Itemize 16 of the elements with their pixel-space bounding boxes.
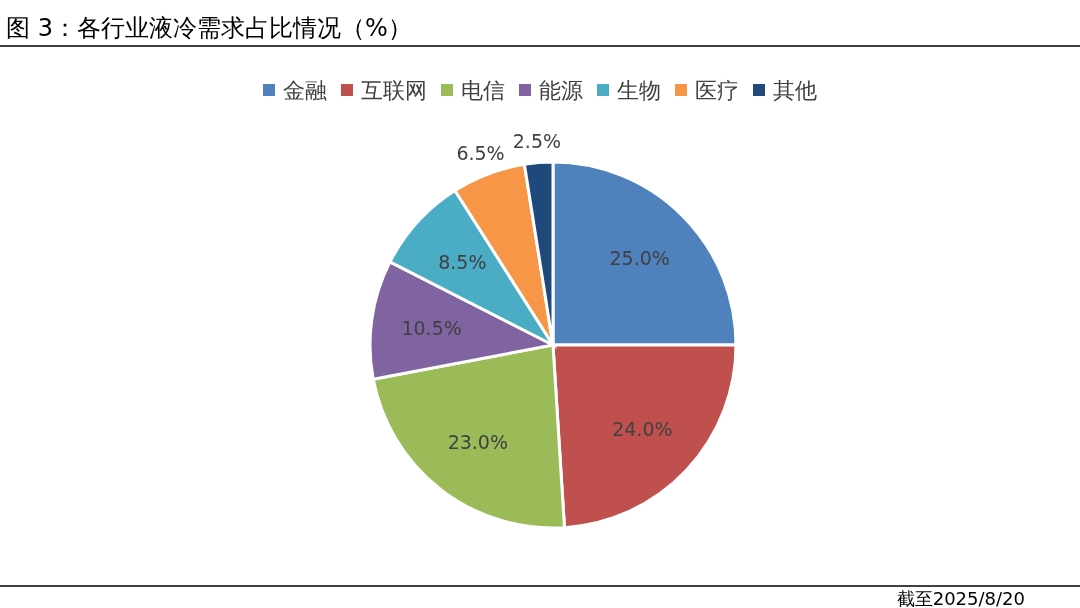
legend-label: 生物 <box>617 78 661 103</box>
data-label: 8.5% <box>438 251 487 274</box>
text: 截至2025/8/20 <box>896 588 1025 608</box>
legend-label: 金融 <box>283 78 327 103</box>
data-label: 24.0% <box>612 417 673 440</box>
data-label: 10.5% <box>401 316 462 339</box>
legend-label: 电信 <box>461 78 505 103</box>
legend-label: 能源 <box>539 78 583 103</box>
data-label: 2.5% <box>512 129 562 152</box>
chart-title: 图 3：各行业液冷需求占比情况（%） <box>6 14 412 42</box>
data-label: 25.0% <box>609 247 670 270</box>
legend-label: 医疗 <box>695 78 739 103</box>
data-label: 6.5% <box>456 142 505 165</box>
legend-label: 其他 <box>773 78 817 103</box>
data-label: 23.0% <box>447 430 509 453</box>
legend-label: 互联网 <box>361 78 427 103</box>
